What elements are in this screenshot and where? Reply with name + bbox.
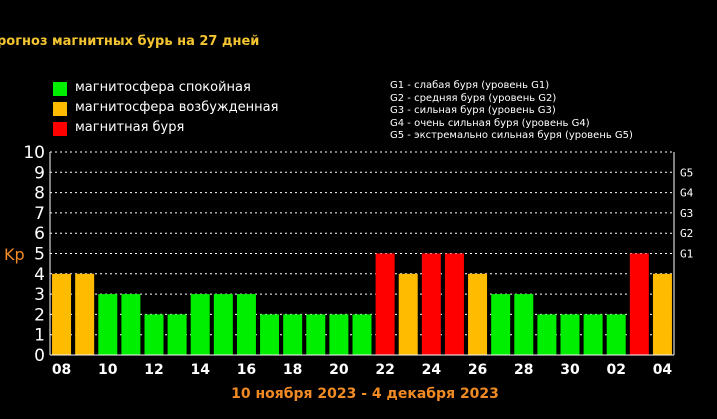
y-tick-label-9: 9 bbox=[34, 163, 45, 183]
y-tick-label-4: 4 bbox=[34, 265, 45, 285]
x-tick-label-04: 04 bbox=[653, 362, 673, 378]
bar-day-7 bbox=[190, 294, 210, 355]
g-level-label-g5: G5 bbox=[680, 166, 693, 179]
y-tick-label-6: 6 bbox=[34, 224, 45, 244]
x-tick-label-02: 02 bbox=[606, 362, 625, 378]
x-tick-label-24: 24 bbox=[422, 362, 442, 378]
y-tick-label-2: 2 bbox=[34, 305, 45, 325]
bar-day-8 bbox=[213, 294, 233, 355]
bar-day-17 bbox=[421, 253, 441, 355]
y-tick-label-7: 7 bbox=[34, 204, 45, 224]
y-tick-label-3: 3 bbox=[34, 285, 45, 305]
g-legend-g4: G4 - очень сильная буря (уровень G4) bbox=[390, 117, 590, 129]
chart-title: рогноз магнитных бурь на 27 дней bbox=[0, 34, 260, 49]
bar-day-12 bbox=[306, 314, 326, 355]
g-legend-g5: G5 - экстремально сильная буря (уровень … bbox=[390, 130, 633, 141]
bar-day-23 bbox=[560, 314, 580, 355]
g-legend-g3: G3 - сильная буря (уровень G3) bbox=[390, 105, 556, 116]
x-tick-label-14: 14 bbox=[190, 362, 210, 378]
g-legend-g1: G1 - слабая буря (уровень G1) bbox=[390, 80, 550, 91]
bar-day-10 bbox=[260, 314, 280, 355]
bar-day-2 bbox=[75, 273, 95, 355]
x-tick-label-08: 08 bbox=[52, 362, 71, 378]
legend-label-storm: магнитная буря bbox=[75, 120, 185, 135]
bar-day-22 bbox=[537, 314, 557, 355]
bar-day-20 bbox=[491, 294, 511, 355]
legend-label-active: магнитосфера возбужденная bbox=[75, 100, 279, 115]
bar-day-1 bbox=[52, 273, 72, 355]
bar-day-24 bbox=[583, 314, 603, 355]
y-tick-label-0: 0 bbox=[34, 346, 45, 366]
y-tick-label-1: 1 bbox=[34, 326, 45, 346]
g-legend-g2: G2 - средняя буря (уровень G2) bbox=[390, 92, 557, 104]
bar-day-25 bbox=[606, 314, 626, 355]
bar-day-19 bbox=[468, 273, 488, 355]
date-range: 10 ноября 2023 - 4 декабря 2023 bbox=[231, 386, 499, 402]
x-tick-label-12: 12 bbox=[144, 362, 163, 378]
bar-day-15 bbox=[375, 253, 395, 355]
g-level-label-g1: G1 bbox=[680, 248, 693, 261]
bar-day-3 bbox=[98, 294, 118, 355]
y-axis-label: Kp bbox=[4, 245, 25, 264]
bar-day-13 bbox=[329, 314, 349, 355]
bar-day-27 bbox=[652, 273, 672, 355]
y-tick-label-10: 10 bbox=[23, 143, 45, 163]
bar-day-21 bbox=[514, 294, 534, 355]
bar-day-14 bbox=[352, 314, 372, 355]
legend-swatch-active bbox=[53, 102, 67, 116]
bar-day-6 bbox=[167, 314, 187, 355]
g-level-label-g3: G3 bbox=[680, 207, 693, 220]
bar-day-11 bbox=[283, 314, 303, 355]
x-tick-label-30: 30 bbox=[560, 362, 580, 378]
y-tick-label-8: 8 bbox=[34, 184, 45, 204]
bar-day-18 bbox=[444, 253, 464, 355]
g-level-label-g4: G4 bbox=[680, 187, 694, 200]
bar-day-26 bbox=[629, 253, 649, 355]
x-tick-label-16: 16 bbox=[237, 362, 256, 378]
g-level-label-g2: G2 bbox=[680, 227, 693, 240]
bar-day-16 bbox=[398, 273, 418, 355]
x-tick-label-28: 28 bbox=[514, 362, 533, 378]
bar-day-9 bbox=[236, 294, 256, 355]
x-tick-label-20: 20 bbox=[329, 362, 349, 378]
bar-day-4 bbox=[121, 294, 141, 355]
x-tick-label-22: 22 bbox=[375, 362, 394, 378]
g-level-legend: G1 - слабая буря (уровень G1) G2 - средн… bbox=[390, 80, 633, 143]
x-tick-label-18: 18 bbox=[283, 362, 302, 378]
x-tick-label-10: 10 bbox=[98, 362, 118, 378]
legend-swatch-storm bbox=[53, 122, 67, 136]
x-tick-label-26: 26 bbox=[468, 362, 487, 378]
y-tick-label-5: 5 bbox=[34, 245, 45, 265]
bar-day-5 bbox=[144, 314, 164, 355]
legend-label-quiet: магнитосфера спокойная bbox=[75, 80, 251, 95]
legend-swatch-quiet bbox=[53, 82, 67, 96]
